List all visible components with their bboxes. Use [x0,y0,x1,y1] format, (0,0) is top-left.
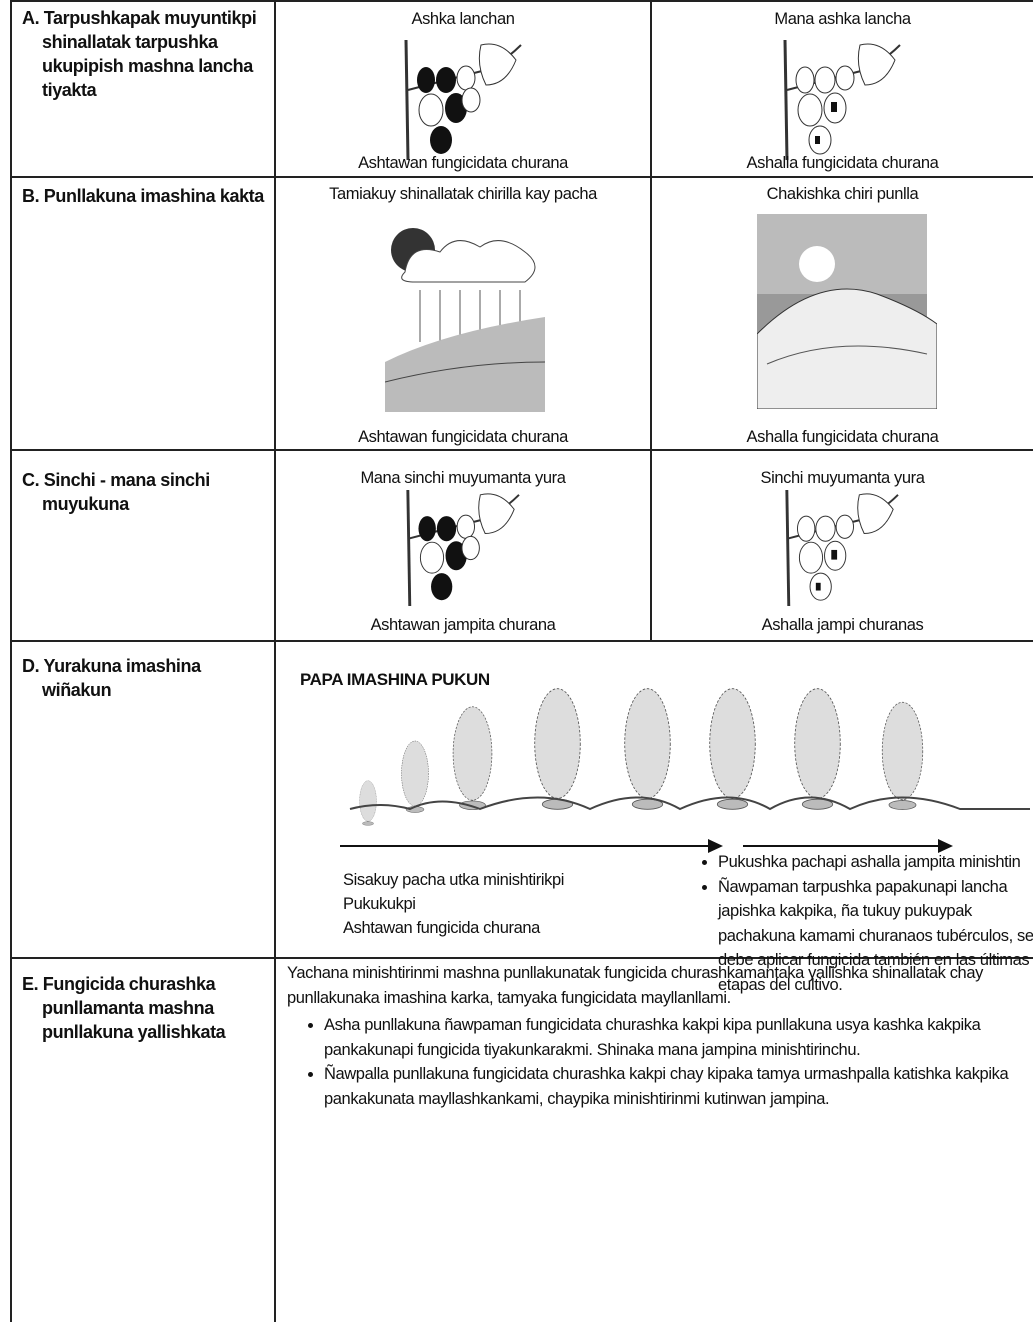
figure-title: PAPA IMASHINA PUKUN [300,670,490,689]
row-label: E. Fungicida churashka punllamanta mashn… [22,974,226,1042]
note-bullet: Ñawpaman tarpushka papakunapi lancha jap… [718,875,1033,998]
arrows [340,839,953,853]
cell-heading: Mana sinchi muyumanta yura [360,469,566,487]
left-notes: Sisakuy pacha utka minishtirikpi Pukukuk… [343,868,564,940]
row-label: D. Yurakuna imashina wiñakun [22,656,201,700]
cell-caption: Ashtawan fungicidata churana [358,154,568,172]
cell-caption: Ashalla fungicidata churana [746,154,939,172]
bullet-list: Asha punllakuna ñawpaman fungicidata chu… [288,1013,1024,1111]
cell-caption: Ashalla jampi churanas [761,616,924,634]
row-label: A. Tarpushkapak muyuntikpi shinallatak t… [22,8,257,100]
sun-illustration [757,214,937,409]
cell-heading: Chakishka chiri punlla [766,185,919,203]
row-label: C. Sinchi - mana sinchi muyukuna [22,470,210,514]
growth-illustration [349,687,1030,826]
note-line: Ashtawan fungicida churana [343,919,540,937]
cell-heading: Mana ashka lancha [774,10,911,28]
leaf-illustration [396,490,526,606]
note-bullet: Pukushka pachapi ashalla jampita minisht… [718,850,1033,875]
leaf-illustration [396,40,526,160]
leaf-illustration [775,40,905,160]
border [10,449,1033,451]
cell-caption: Ashtawan jampita churana [370,616,556,634]
border [10,0,1033,2]
border [650,0,652,640]
row-label: B. Punllakuna imashina kakta [22,186,264,206]
cell-heading: Sinchi muyumanta yura [760,469,925,487]
border [274,0,276,1322]
cell-heading: Tamiakuy shinallatak chirilla kay pacha [329,185,597,203]
cell-caption: Ashtawan fungicidata churana [358,428,568,446]
leaf-illustration [775,490,905,606]
note-line: Pukukukpi [343,895,416,913]
cell-heading: Ashka lanchan [411,10,515,28]
border [10,640,1033,642]
right-notes: Pukushka pachapi ashalla jampita minisht… [706,850,1033,997]
border [10,176,1033,178]
border [10,957,1033,959]
cell-caption: Ashalla fungicidata churana [746,428,939,446]
paragraph: Yachana minishtirinmi mashna punllakunat… [287,964,983,1007]
rain-illustration [385,228,545,412]
bullet: Asha punllakuna ñawpaman fungicidata chu… [324,1013,1024,1062]
note-line: Sisakuy pacha utka minishtirikpi [343,871,565,889]
border [10,0,12,1322]
bullet: Ñawpalla punllakuna fungicidata churashk… [324,1062,1024,1111]
